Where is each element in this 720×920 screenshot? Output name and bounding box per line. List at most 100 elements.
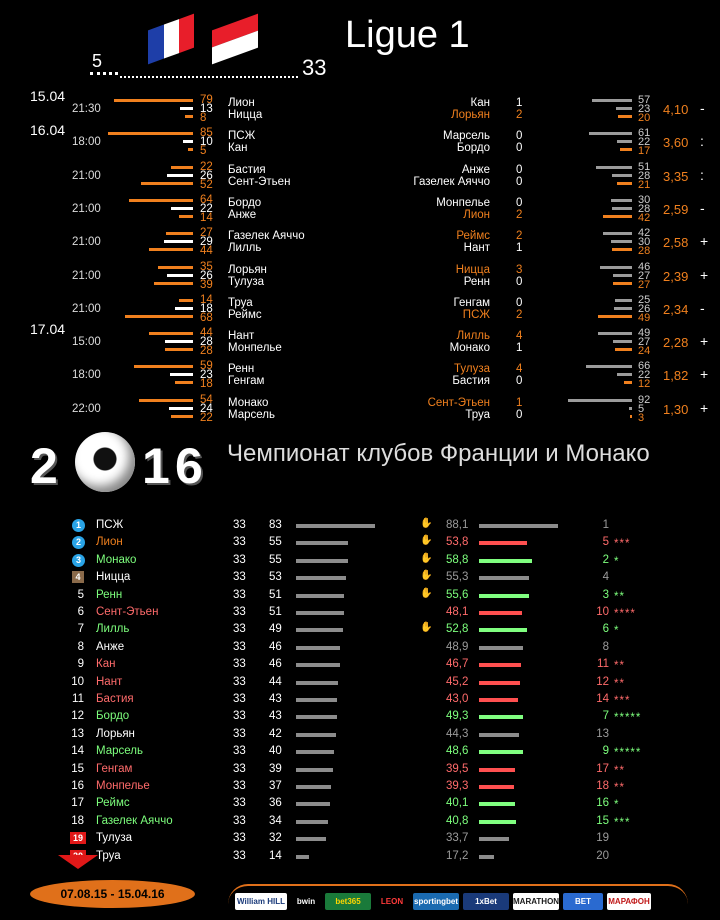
home-team: ПСЖ	[228, 130, 256, 143]
kickoff-time: 22:00	[72, 402, 101, 415]
games-played: 33	[233, 762, 246, 775]
date-label: 16.04	[30, 122, 66, 138]
rating-bar	[479, 715, 524, 720]
forecast-sign: +	[700, 366, 709, 383]
rating-rank: 12	[596, 675, 609, 688]
home-probability-bar	[170, 373, 193, 377]
home-probability-bar	[154, 281, 193, 285]
kickoff-time: 15:00	[72, 336, 101, 349]
bookmaker-draw-percent: 23	[638, 103, 651, 115]
rating-rank: 16	[596, 797, 609, 810]
rank-change-stars: *	[614, 625, 620, 638]
monaco-flag	[212, 13, 258, 65]
rounds-played: 5	[92, 51, 103, 71]
prev-away-goals: 1	[516, 342, 523, 355]
points: 43	[269, 710, 282, 723]
position-number: 10	[71, 675, 84, 688]
points: 46	[269, 658, 282, 671]
rating-bar	[479, 785, 515, 789]
rating-rank: 2	[602, 553, 609, 566]
rank-change-stars: *****	[614, 747, 642, 760]
france-flag	[148, 13, 194, 65]
games-played: 33	[233, 623, 246, 636]
prev-away-goals: 0	[516, 375, 523, 388]
position-badge: 3	[72, 553, 85, 567]
odds-value: 3,60	[663, 135, 689, 151]
rating-rank: 15	[596, 814, 609, 827]
date-label: 17.04	[30, 321, 66, 337]
home-probability-bar	[134, 365, 193, 369]
bookmaker-away-percent: 24	[638, 345, 651, 358]
points-bar	[296, 628, 343, 633]
rating-bar	[479, 802, 516, 807]
bookmaker-draw-percent: 28	[638, 169, 651, 182]
home-probability-bar	[166, 232, 193, 236]
points: 42	[269, 727, 282, 740]
kickoff-time: 21:00	[72, 202, 101, 215]
rating-rank: 14	[596, 693, 609, 705]
team-name: Кан	[96, 658, 116, 671]
position-badge: 4	[72, 571, 84, 584]
bookmaker-draw-percent: 26	[638, 302, 651, 315]
home-probability-bar	[165, 348, 193, 352]
points-bar	[296, 785, 332, 789]
prev-away-team: Труа	[465, 408, 490, 421]
home-win-percent: 22	[200, 160, 213, 173]
away-team: Марсель	[228, 408, 275, 421]
forecast-sign: :	[700, 133, 704, 150]
home-probability-bar	[167, 173, 193, 177]
team-name: Бастия	[96, 693, 134, 705]
points-bar	[296, 750, 334, 755]
bookmaker-probability-bar	[616, 373, 632, 377]
rating-value: 39,3	[446, 780, 469, 792]
prev-home-team: Тулуза	[453, 363, 490, 376]
kickoff-time: 21:00	[72, 169, 101, 182]
points: 55	[269, 536, 282, 549]
bookmaker-home-percent: 61	[638, 127, 651, 140]
position-number: 8	[77, 640, 84, 653]
forecast-sign: +	[700, 266, 709, 283]
home-win-percent: 54	[200, 393, 213, 406]
home-probability-bar	[171, 165, 193, 169]
rating-rank: 5	[602, 536, 609, 549]
bookmaker-probability-bar	[612, 206, 632, 210]
odds-value: 2,59	[663, 201, 689, 217]
games-played: 33	[233, 536, 246, 549]
kickoff-time: 18:00	[72, 136, 101, 149]
rank-change-stars: **	[614, 782, 625, 794]
games-played: 33	[233, 606, 246, 618]
bookmaker-probability-bar	[589, 132, 632, 136]
points: 51	[269, 606, 282, 618]
sponsor-logo: bwin	[291, 893, 321, 910]
bookmaker-draw-percent: 22	[638, 369, 651, 382]
team-name: Сент-Этьен	[96, 606, 159, 618]
home-probability-bar	[129, 198, 193, 202]
bookmaker-home-percent: 25	[638, 293, 651, 306]
sponsor-logo: МАРАФОН	[607, 893, 651, 910]
rating-value: 88,1	[446, 519, 469, 531]
rounds-total: 33	[302, 55, 327, 80]
bookmaker-probability-bar	[613, 306, 632, 310]
prev-home-goals: 4	[516, 330, 523, 343]
away-team: Сент-Этьен	[228, 175, 291, 188]
rating-bar	[479, 524, 559, 528]
rating-bar	[479, 663, 522, 668]
football-icon	[75, 432, 135, 492]
points: 83	[269, 519, 282, 531]
bookmaker-away-percent: 3	[638, 411, 645, 424]
bookmaker-probability-bar	[614, 298, 632, 302]
home-team: Лион	[228, 97, 255, 109]
position-badge: 2	[72, 536, 85, 550]
kickoff-time: 21:00	[72, 302, 101, 315]
rating-value: 49,3	[446, 710, 469, 723]
rank-change-stars: *	[614, 799, 620, 812]
points-bar	[296, 802, 331, 807]
bookmaker-draw-percent: 28	[638, 202, 651, 215]
position-number: 16	[71, 780, 84, 792]
points-bar	[296, 558, 349, 563]
odds-value: 2,39	[663, 268, 689, 284]
rating-value: 17,2	[446, 849, 469, 862]
points-bar	[296, 680, 338, 685]
bookmaker-probability-bar	[618, 115, 632, 118]
games-played: 33	[233, 571, 246, 584]
